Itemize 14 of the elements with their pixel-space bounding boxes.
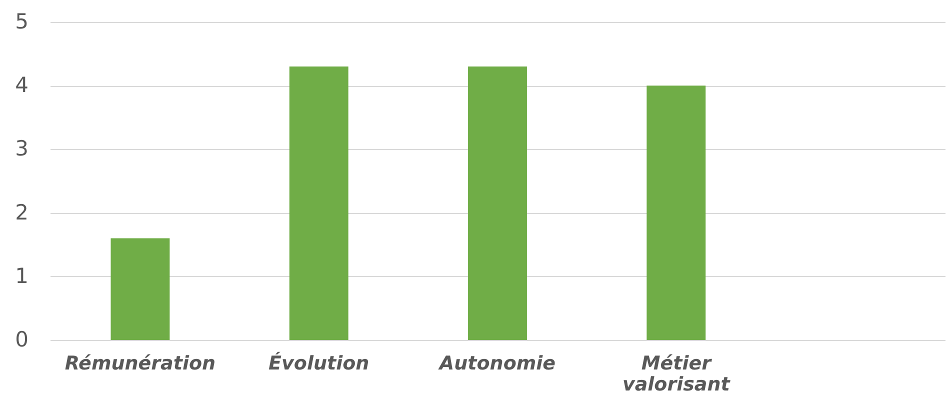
y-tick-label: 2: [15, 200, 28, 224]
bar: [468, 66, 527, 340]
bar: [110, 238, 170, 340]
x-tick-label: Rémunération: [64, 352, 216, 374]
x-tick-label: Évolution: [268, 352, 370, 374]
x-tick-label: Autonomie: [437, 352, 556, 374]
y-tick-label: 1: [15, 264, 28, 288]
x-tick-label: Métier valorisant: [622, 352, 731, 396]
y-tick-label: 4: [15, 73, 28, 98]
y-tick-label: 3: [15, 136, 28, 161]
y-tick-label: 5: [15, 10, 28, 34]
y-tick-label: 0: [15, 328, 28, 352]
bar: [289, 66, 348, 340]
bar: [646, 86, 706, 340]
